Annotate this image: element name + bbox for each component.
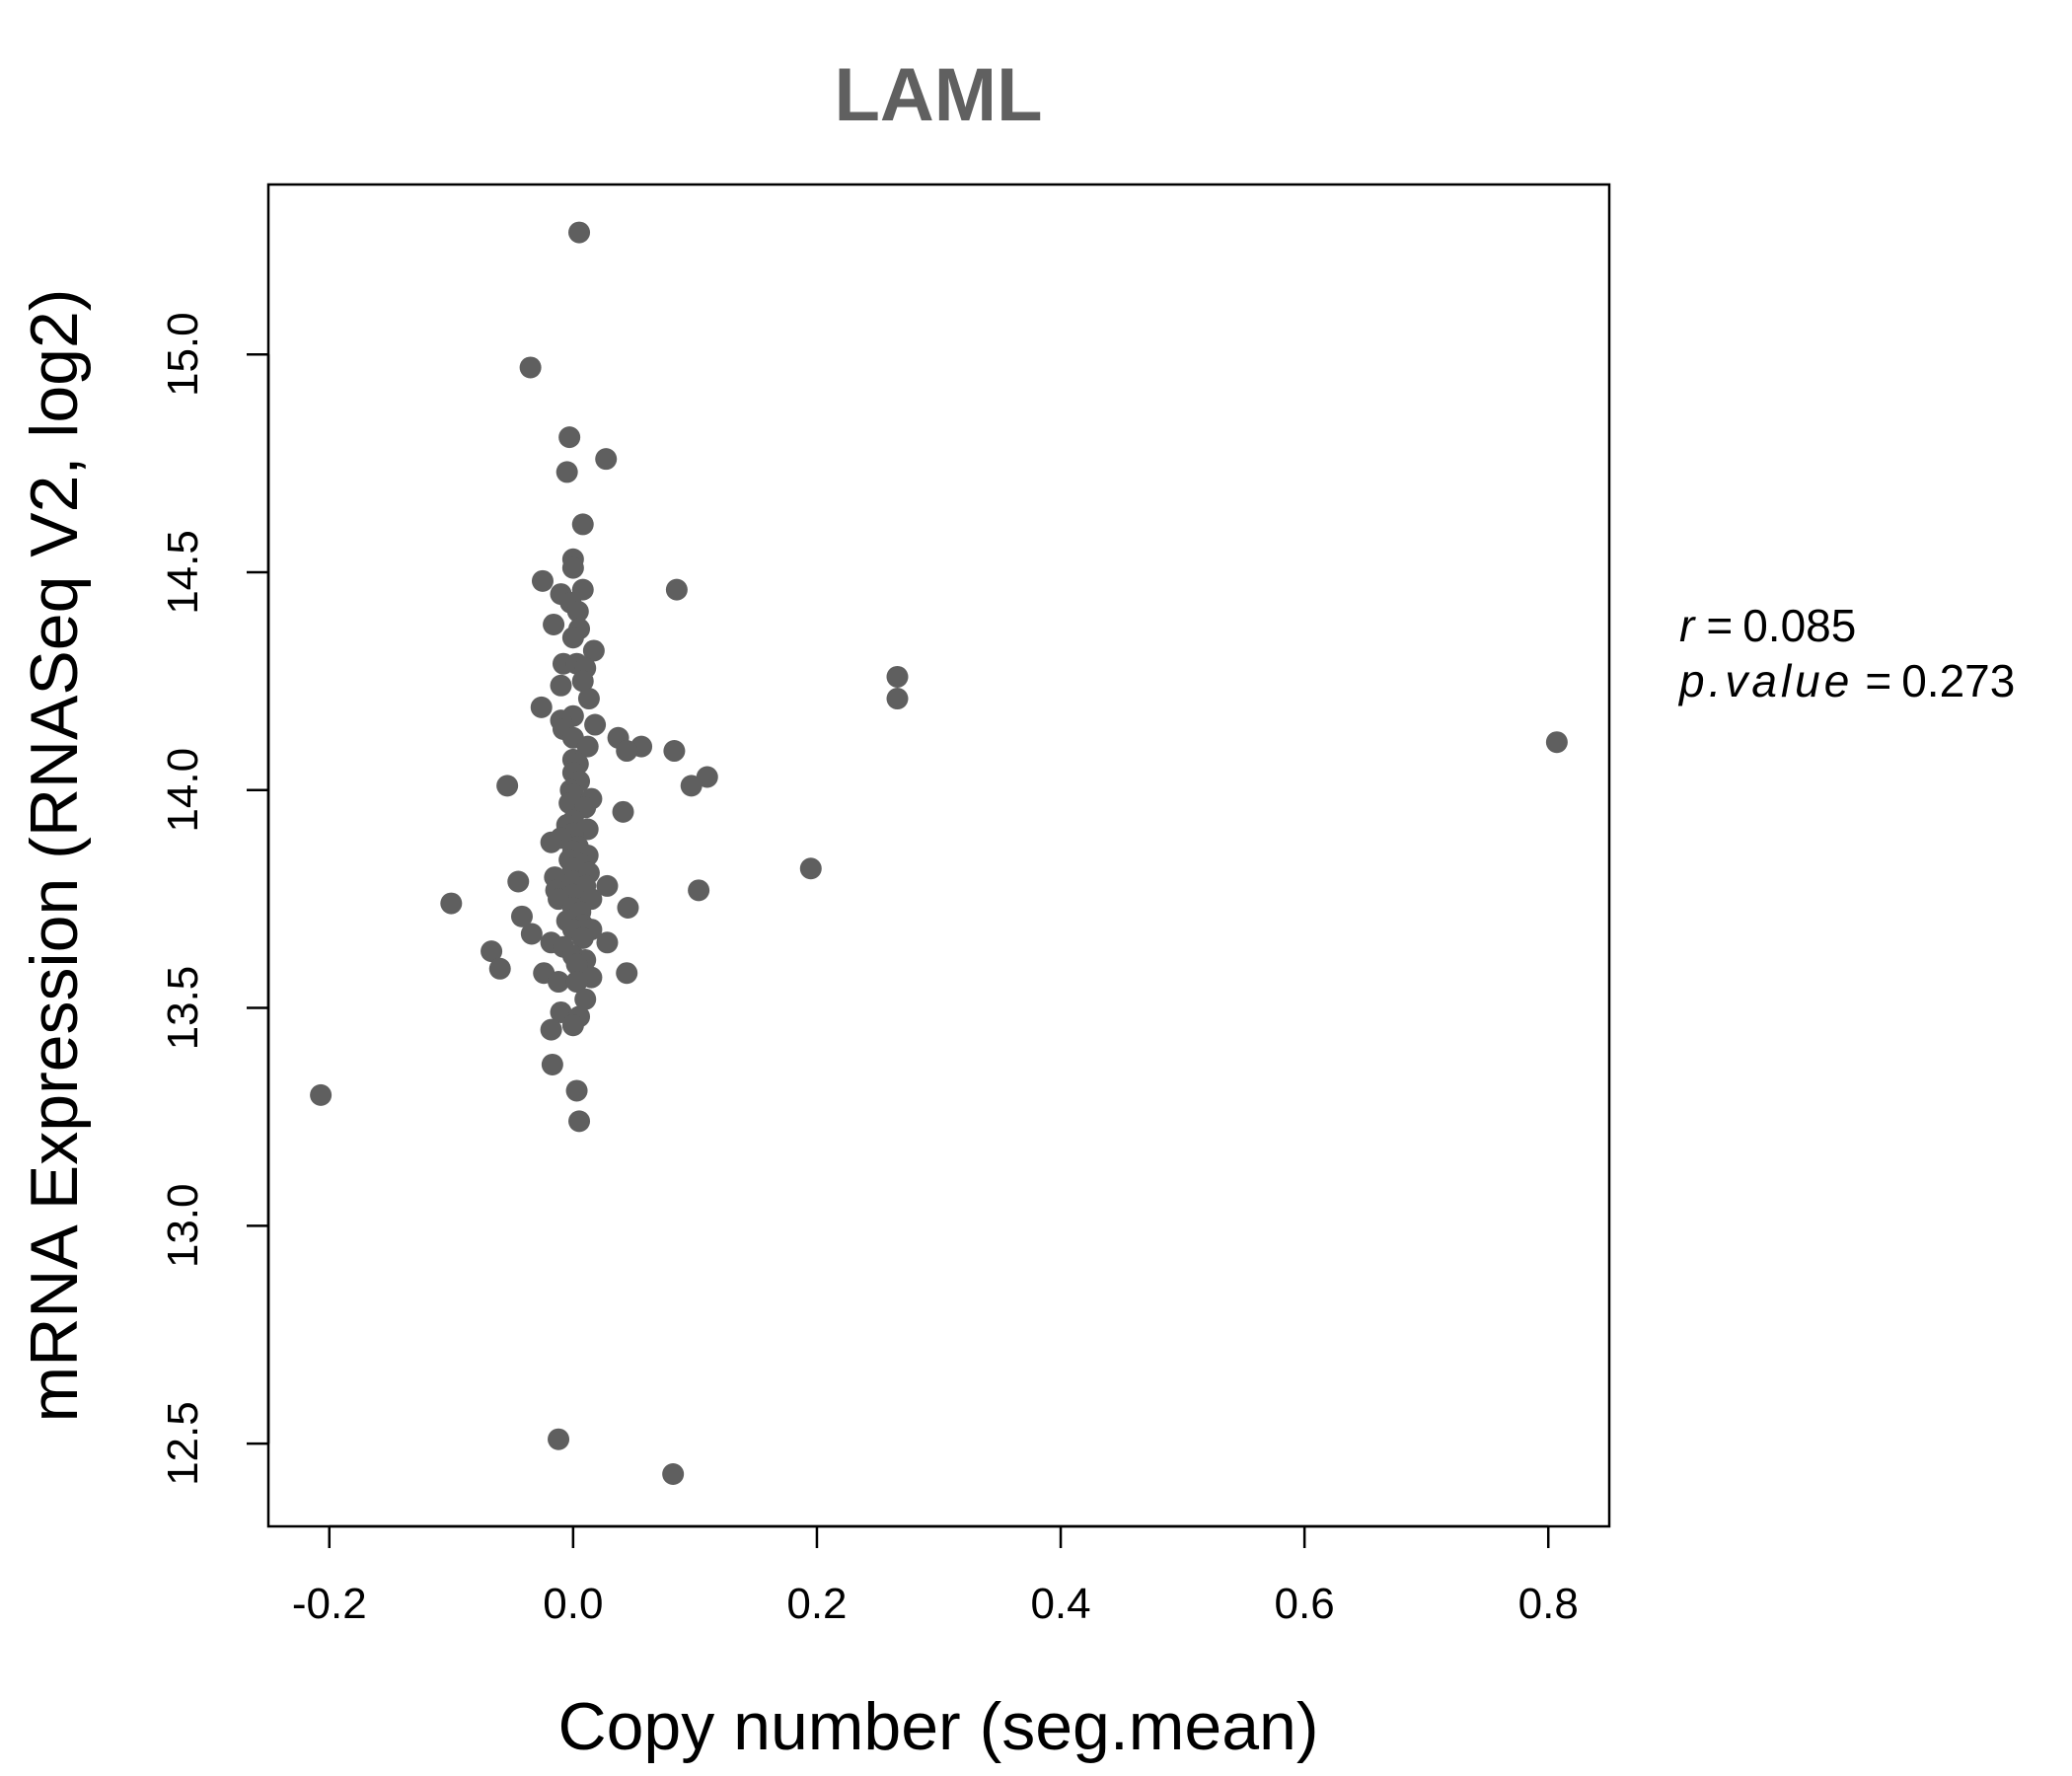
p-label: p.value [1677,655,1853,706]
chart-title: LAML [834,53,1042,137]
data-point [688,879,710,902]
data-point [566,600,589,623]
data-point [561,627,584,649]
data-point [886,688,909,710]
data-point [577,688,600,710]
x-tick-label: 0.6 [1275,1580,1335,1628]
r-label: r [1679,600,1696,651]
data-point [886,665,909,688]
data-point [574,988,597,1010]
data-point [595,448,618,471]
p-stat: p.value = 0.273 [1677,655,2015,706]
data-point [617,896,639,919]
correlation-stats: r = 0.085 p.value = 0.273 [1677,600,2015,706]
data-point [561,1014,584,1037]
r-value: 0.085 [1742,600,1856,651]
data-point [540,1018,562,1041]
data-point [662,1463,685,1486]
r-equals: = [1706,600,1733,651]
data-point [496,775,519,797]
data-point [612,800,634,823]
data-point [596,874,619,897]
x-axis: -0.2 0.0 0.2 0.4 0.6 0.8 [292,1524,1579,1628]
data-point [507,870,530,893]
y-tick-label: 13.5 [159,966,207,1051]
data-point [680,775,703,797]
y-tick-label: 15.0 [159,312,207,397]
data-point [550,674,572,697]
data-point [616,740,638,763]
data-point [558,426,581,449]
data-point [530,696,553,718]
data-point [696,766,718,788]
x-tick-label: 0.8 [1518,1580,1579,1628]
data-point [1545,731,1568,754]
p-equals: = [1865,655,1891,706]
data-point [565,953,588,976]
data-point [568,1110,591,1133]
data-point [519,356,542,379]
data-point [665,578,688,601]
data-point [616,962,638,985]
data-point [565,1079,588,1102]
data-point [543,613,565,635]
data-point [541,1053,563,1075]
x-tick-label: 0.0 [543,1580,603,1628]
data-point [582,639,605,662]
y-tick-label: 14.5 [159,530,207,615]
data-point [310,1083,333,1106]
y-axis-title: mRNA Expression (RNASeq V2, log2) [17,289,92,1423]
y-axis: 12.5 13.0 13.5 14.0 14.5 15.0 [159,312,270,1486]
plot-frame [266,183,1611,1528]
x-tick-label: 0.2 [786,1580,847,1628]
data-point [663,740,686,763]
data-point [548,1428,570,1450]
x-tick-label: -0.2 [292,1580,367,1628]
x-axis-title: Copy number (seg.mean) [557,1689,1318,1764]
data-point [555,461,578,483]
data-point [596,931,619,954]
data-point [576,735,599,758]
data-points [310,221,1568,1486]
data-point [571,670,594,693]
data-point [510,905,533,927]
data-point [440,892,463,915]
y-tick-label: 14.0 [159,748,207,833]
data-point [571,513,594,536]
x-tick-label: 0.4 [1030,1580,1090,1628]
data-point [488,957,511,980]
data-point [565,971,588,994]
p-value: 0.273 [1901,655,2015,706]
data-point [561,556,584,579]
data-point [481,940,503,963]
r-stat: r = 0.085 [1679,600,1856,651]
y-tick-label: 12.5 [159,1401,207,1486]
data-point [540,831,562,853]
data-point [548,971,570,994]
y-tick-label: 13.0 [159,1184,207,1269]
data-point [799,857,822,880]
data-point [571,926,594,949]
data-point [531,569,554,592]
data-point [520,923,543,945]
data-point [568,221,591,244]
data-point [584,713,607,736]
